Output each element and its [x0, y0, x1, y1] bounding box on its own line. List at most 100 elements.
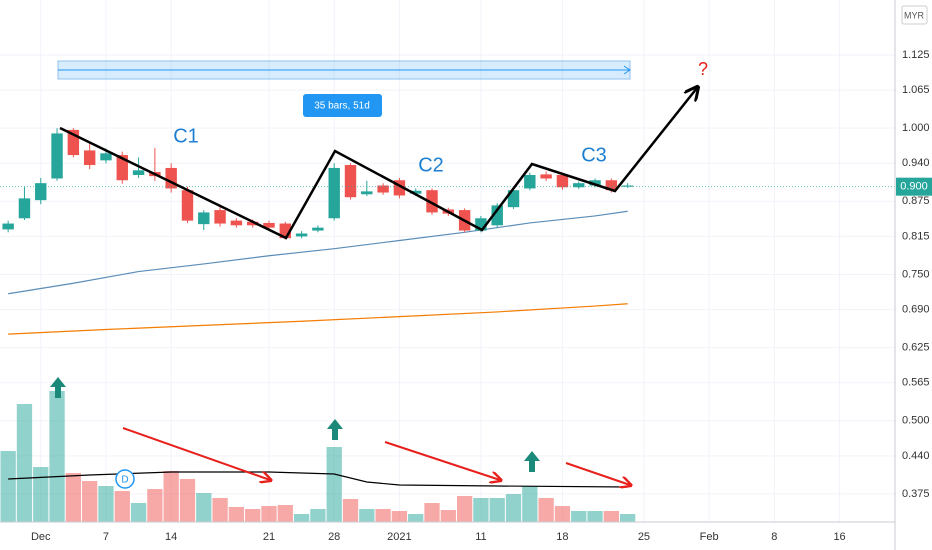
- currency[interactable]: MYR: [904, 10, 925, 20]
- volume-bar: [310, 509, 326, 522]
- y-tick-label: 0.875: [902, 195, 930, 207]
- green-arrow: [327, 419, 343, 440]
- volume-bar: [619, 514, 636, 522]
- volume-bar: [212, 498, 228, 522]
- volume-bar: [522, 486, 538, 522]
- candle-body: [312, 227, 324, 231]
- candle-body: [344, 165, 357, 198]
- candle-body: [556, 174, 569, 188]
- volume-bar: [440, 510, 456, 522]
- x-tick-label: 11: [475, 531, 486, 543]
- price-axis: [895, 0, 932, 550]
- y-tick-label: 1.065: [902, 84, 930, 96]
- y-tick-label: 0.940: [902, 157, 930, 169]
- volume-bar: [375, 509, 391, 522]
- volume-bar: [473, 498, 489, 522]
- x-tick-label: Feb: [700, 531, 719, 543]
- volume-bar: [489, 498, 505, 522]
- y-tick-label: 0.375: [902, 488, 930, 500]
- volume-bar: [179, 479, 196, 522]
- volume-bar: [359, 509, 375, 522]
- candle-body: [230, 220, 243, 226]
- label-c1: C1: [173, 125, 199, 147]
- volume-bar: [147, 489, 163, 522]
- candle-body: [621, 185, 634, 187]
- candle-body: [165, 167, 177, 189]
- x-tick-label: 28: [328, 531, 340, 543]
- volume-bar: [342, 499, 359, 522]
- time-axis: [0, 522, 895, 550]
- candle-body: [524, 174, 536, 189]
- candle-body: [279, 223, 291, 239]
- last-price-box: [896, 177, 932, 196]
- volume-bar: [114, 491, 130, 522]
- volume-bar: [391, 511, 408, 522]
- candle-body: [475, 218, 487, 231]
- candle-body: [214, 210, 226, 224]
- candle-body: [605, 180, 618, 191]
- candle-body: [491, 205, 503, 226]
- candle-body: [35, 183, 47, 201]
- candle-body: [2, 223, 14, 230]
- y-tick-label: 1.000: [902, 122, 930, 134]
- candle-body: [426, 190, 438, 213]
- volume-bar: [424, 503, 440, 522]
- marker-label[interactable]: D: [121, 475, 128, 486]
- candle-body: [132, 170, 145, 175]
- candle-body: [100, 153, 112, 161]
- volume-bar: [0, 451, 16, 522]
- moving-average: [8, 303, 628, 335]
- volume-bar: [571, 511, 587, 522]
- x-tick-label: 2021: [387, 531, 411, 543]
- range-arrow: [623, 65, 631, 75]
- zigzag: [59, 88, 697, 240]
- candle-body: [410, 190, 422, 194]
- candle-body: [573, 183, 585, 188]
- volume-bar: [196, 493, 212, 522]
- volume-bar: [245, 509, 261, 522]
- range-label-box: [303, 94, 382, 117]
- candle-body: [67, 129, 80, 156]
- candle-body: [361, 191, 373, 195]
- volume-bar: [228, 507, 245, 522]
- last-price-label: 0.900: [900, 181, 928, 193]
- candle-body: [83, 150, 96, 166]
- marker-circle[interactable]: [115, 469, 135, 489]
- candle-body: [263, 222, 275, 228]
- currency-box[interactable]: [901, 5, 928, 25]
- red-arrow: [384, 441, 500, 480]
- label-c3: C3: [581, 144, 607, 166]
- label-c2: C2: [418, 154, 444, 176]
- volume-bar: [130, 503, 147, 522]
- red-arrow: [565, 462, 630, 485]
- x-tick-label: 21: [263, 531, 275, 543]
- candle-body: [507, 190, 520, 208]
- volume-bar: [98, 486, 114, 522]
- range-label: 35 bars, 51d: [314, 101, 370, 112]
- candle-body: [295, 233, 308, 237]
- x-tick-label: 18: [556, 531, 568, 543]
- volume-bar: [456, 496, 473, 522]
- label-target: ?: [698, 59, 708, 79]
- volume-bar: [326, 447, 342, 522]
- y-tick-label: 0.750: [902, 268, 930, 280]
- x-tick-label: 16: [833, 531, 845, 543]
- x-tick-label: 7: [103, 531, 109, 543]
- y-tick-label: 0.690: [902, 303, 930, 315]
- candle-body: [198, 212, 210, 225]
- green-arrow: [50, 377, 66, 398]
- candle-body: [589, 180, 601, 186]
- volume-bar: [163, 471, 179, 522]
- volume-bar: [65, 473, 82, 522]
- candle-body: [328, 167, 340, 219]
- y-tick-label: 1.125: [902, 49, 930, 61]
- candle-body: [377, 185, 389, 193]
- candle-body: [393, 180, 406, 196]
- candle-body: [540, 174, 552, 179]
- candle-body: [181, 190, 194, 221]
- candle-body: [18, 198, 31, 219]
- y-tick-label: 0.440: [902, 450, 930, 462]
- candle-body: [246, 221, 259, 226]
- volume-bar: [82, 481, 98, 522]
